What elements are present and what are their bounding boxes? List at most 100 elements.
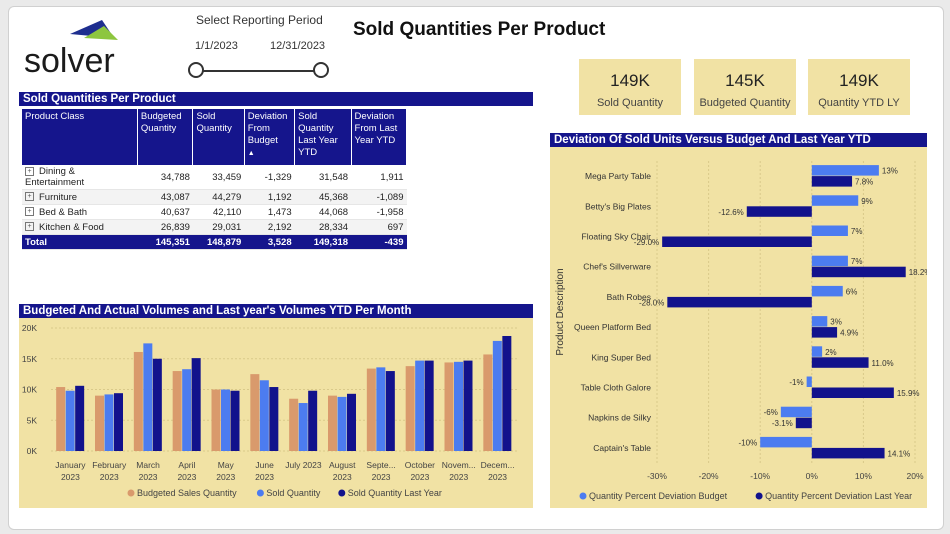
deviation-chart: -30% -20% -10% 0% 10% 20% Product Description M… — [555, 161, 931, 501]
data-label: 14.1% — [888, 449, 911, 458]
bar-sold-quantity — [492, 340, 502, 451]
table-cell-product-class: + Bed & Bath — [22, 204, 138, 220]
x-tick-label: October — [405, 460, 435, 470]
period-slider-track[interactable] — [196, 70, 322, 72]
bar-sold-quantity — [259, 380, 269, 451]
data-label: -12.6% — [718, 208, 743, 217]
legend-marker — [579, 492, 587, 500]
x-tick-label: Decem... — [481, 460, 515, 470]
kpi-card-quantity-ytd-ly: 149K Quantity YTD LY — [808, 59, 910, 115]
table-cell: 34,788 — [137, 165, 193, 190]
bar-sold-quantity-last-year — [114, 393, 123, 451]
y-tick-label: Queen Platform Bed — [574, 322, 651, 332]
kpi-label: Quantity YTD LY — [818, 97, 900, 109]
x-tick-label: 2023 — [449, 472, 468, 482]
period-slider-start-handle[interactable] — [188, 62, 204, 78]
y-tick-label: King Super Bed — [591, 352, 651, 362]
table-cell: 45,368 — [294, 189, 352, 205]
column-header-product-class[interactable]: Product Class — [22, 109, 138, 165]
data-label: 15.9% — [897, 389, 920, 398]
legend-label: Quantity Percent Deviation Budget — [589, 491, 728, 501]
bar-sold-quantity-last-year — [347, 393, 356, 451]
bar-sold-quantity-last-year — [385, 371, 395, 451]
x-tick-label: 2023 — [255, 472, 274, 482]
table-cell: 42,110 — [192, 204, 245, 220]
kpi-card-budgeted-quantity: 145K Budgeted Quantity — [694, 59, 796, 115]
table-cell-total-label: Total — [22, 234, 138, 250]
x-tick-label: January — [55, 460, 86, 470]
table-cell: 44,068 — [294, 204, 352, 220]
bar-sold-quantity-last-year — [152, 358, 162, 451]
x-tick-label: 2023 — [372, 472, 391, 482]
expand-plus-icon[interactable]: + — [25, 166, 34, 176]
bar-quantity-percent-deviation-budget — [811, 316, 828, 327]
column-header-label: Deviation From Budget — [247, 111, 288, 146]
x-tick-label: 2023 — [216, 472, 235, 482]
x-tick-label: August — [329, 460, 356, 470]
x-tick-label: 2023 — [100, 472, 119, 482]
y-tick-label: Betty's Big Plates — [585, 201, 651, 211]
bar-quantity-percent-deviation-last-year — [811, 387, 894, 398]
y-tick-label: Napkins de Silky — [588, 413, 652, 423]
bar-quantity-percent-deviation-last-year — [811, 266, 906, 278]
column-header-sold-quantity[interactable]: Sold Quantity — [192, 109, 245, 165]
data-label: 11.0% — [872, 359, 894, 368]
table-row[interactable]: + Kitchen & Food 26,839 29,031 2,192 28,3… — [22, 219, 407, 235]
expand-plus-icon[interactable]: + — [25, 192, 34, 202]
data-label: 2% — [825, 348, 837, 357]
table-cell: 3,528 — [244, 234, 295, 250]
column-header-deviation-from-last-year-ytd[interactable]: Deviation From Last Year YTD — [351, 109, 408, 165]
table-cell: 1,911 — [351, 165, 407, 190]
period-label: Select Reporting Period — [196, 13, 323, 27]
kpi-value: 145K — [725, 71, 765, 90]
table-row[interactable]: + Dining & Entertainment 34,788 33,459 -1… — [22, 165, 407, 190]
bar-quantity-percent-deviation-budget — [760, 436, 812, 448]
bar-sold-quantity — [337, 396, 347, 451]
monthly-chart-header: Budgeted And Actual Volumes and Last yea… — [19, 304, 533, 318]
data-label: -10% — [739, 438, 758, 447]
table-cell-product-class: + Dining & Entertainment — [22, 165, 138, 190]
x-tick-label: 2023 — [61, 472, 80, 482]
period-slider-end-handle[interactable] — [313, 62, 329, 78]
y-tick-label: Bath Robes — [607, 292, 651, 302]
column-header-sold-quantity-last-year-ytd[interactable]: Sold Quantity Last Year YTD — [294, 109, 352, 165]
table-cell: 2,192 — [244, 219, 295, 235]
table-cell: 697 — [351, 219, 407, 235]
column-header-deviation-from-budget[interactable]: Deviation From Budget ▲ — [244, 109, 296, 165]
expand-plus-icon[interactable]: + — [25, 222, 34, 232]
expand-plus-icon[interactable]: + — [25, 207, 34, 217]
deviation-chart-panel: -30% -20% -10% 0% 10% 20% Product Description M… — [550, 147, 931, 508]
bar-sold-quantity-last-year — [269, 387, 279, 451]
period-end-value[interactable]: 12/31/2023 — [270, 40, 326, 52]
bar-sold-quantity — [298, 403, 308, 451]
x-tick-label: February — [92, 460, 127, 470]
bar-sold-quantity-last-year — [75, 385, 85, 451]
column-header-budgeted-quantity[interactable]: Budgeted Quantity — [137, 109, 194, 165]
bar-quantity-percent-deviation-budget — [811, 346, 823, 357]
table-row[interactable]: + Furniture 43,087 44,279 1,192 45,368 -1… — [22, 189, 407, 205]
bar-quantity-percent-deviation-budget — [811, 225, 848, 236]
data-label: 7% — [851, 257, 863, 266]
table-cell-product-class: + Furniture — [22, 189, 138, 205]
bar-quantity-percent-deviation-last-year — [662, 236, 812, 247]
data-label: 4.9% — [840, 329, 858, 338]
table-row[interactable]: + Bed & Bath 40,637 42,110 1,473 44,068 -… — [22, 204, 407, 220]
data-label: 9% — [861, 197, 873, 206]
legend-label: Quantity Percent Deviation Last Year — [765, 491, 912, 501]
monthly-chart-panel: 0K 5K 10K 15K 20K January 2023 February 2023 Marc… — [19, 318, 533, 508]
x-tick-label: Septe... — [366, 460, 395, 470]
bar-quantity-percent-deviation-last-year — [811, 176, 853, 187]
table-cell: -1,329 — [244, 165, 295, 190]
legend-marker — [338, 489, 346, 497]
x-tick-label: -30% — [647, 471, 667, 481]
logo-wordmark: solver — [24, 42, 115, 80]
period-start-value[interactable]: 1/1/2023 — [195, 40, 238, 52]
bar-sold-quantity-last-year — [191, 358, 201, 451]
bar-quantity-percent-deviation-last-year — [811, 357, 869, 368]
table-cell-product-class: + Kitchen & Food — [22, 219, 138, 235]
data-label: 3% — [830, 318, 842, 327]
data-label: 18.2% — [909, 268, 927, 277]
table-cell: -1,958 — [351, 204, 407, 220]
x-tick-label: 2023 — [410, 472, 429, 482]
y-tick-label: Table Cloth Galore — [581, 383, 652, 393]
